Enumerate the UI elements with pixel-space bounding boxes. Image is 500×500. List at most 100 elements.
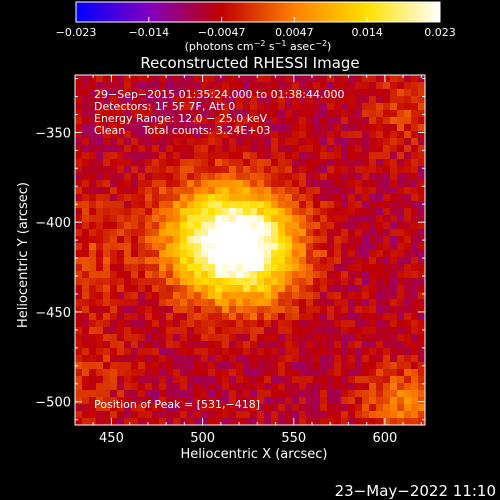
- heatmap-cell: [124, 341, 132, 349]
- heatmap-cell: [390, 215, 398, 223]
- heatmap-cell: [75, 187, 83, 195]
- heatmap-cell: [257, 313, 265, 321]
- heatmap-cell: [173, 348, 181, 356]
- heatmap-cell: [362, 348, 370, 356]
- heatmap-cell: [201, 236, 209, 244]
- heatmap-cell: [334, 278, 342, 286]
- heatmap-cell: [180, 201, 188, 209]
- heatmap-cell: [299, 264, 307, 272]
- heatmap-cell: [348, 327, 356, 335]
- heatmap-cell: [264, 96, 272, 104]
- heatmap-cell: [397, 236, 405, 244]
- heatmap-cell: [124, 271, 132, 279]
- heatmap-cell: [369, 376, 377, 384]
- heatmap-cell: [243, 250, 251, 258]
- heatmap-cell: [243, 96, 251, 104]
- heatmap-cell: [117, 278, 125, 286]
- heatmap-cell: [376, 75, 384, 83]
- heatmap-cell: [341, 138, 349, 146]
- heatmap-cell: [404, 173, 412, 181]
- heatmap-cell: [334, 152, 342, 160]
- heatmap-cell: [75, 376, 83, 384]
- heatmap-cell: [222, 376, 230, 384]
- heatmap-cell: [152, 201, 160, 209]
- heatmap-cell: [404, 131, 412, 139]
- heatmap-cell: [390, 411, 398, 419]
- heatmap-cell: [292, 229, 300, 237]
- heatmap-cell: [194, 320, 202, 328]
- annotation-energy-range: Energy Range: 12.0 − 25.0 keV: [94, 112, 268, 125]
- heatmap-cell: [103, 229, 111, 237]
- heatmap-cell: [362, 166, 370, 174]
- heatmap-cell: [264, 152, 272, 160]
- heatmap-cell: [376, 138, 384, 146]
- heatmap-cell: [341, 194, 349, 202]
- heatmap-cell: [152, 173, 160, 181]
- heatmap-cell: [103, 264, 111, 272]
- heatmap-cell: [250, 299, 258, 307]
- heatmap-cell: [285, 362, 293, 370]
- heatmap-cell: [180, 110, 188, 118]
- heatmap-cell: [138, 159, 146, 167]
- heatmap-cell: [222, 411, 230, 419]
- heatmap-cell: [124, 117, 132, 125]
- heatmap-cell: [82, 166, 90, 174]
- heatmap-cell: [159, 355, 167, 363]
- heatmap-cell: [152, 117, 160, 125]
- heatmap-cell: [187, 236, 195, 244]
- heatmap-cell: [110, 355, 118, 363]
- heatmap-cell: [306, 334, 314, 342]
- heatmap-cell: [82, 383, 90, 391]
- heatmap-cell: [180, 341, 188, 349]
- heatmap-cell: [355, 222, 363, 230]
- heatmap-cell: [166, 362, 174, 370]
- heatmap-cell: [264, 362, 272, 370]
- heatmap-cell: [145, 348, 153, 356]
- heatmap-cell: [82, 222, 90, 230]
- heatmap-cell: [208, 383, 216, 391]
- heatmap-cell: [243, 292, 251, 300]
- heatmap-cell: [117, 250, 125, 258]
- heatmap-cell: [229, 257, 237, 265]
- heatmap-cell: [208, 243, 216, 251]
- heatmap-cell: [306, 138, 314, 146]
- heatmap-cell: [194, 110, 202, 118]
- heatmap-cell: [215, 96, 223, 104]
- heatmap-cell: [208, 208, 216, 216]
- heatmap-cell: [152, 89, 160, 97]
- heatmap-cell: [250, 215, 258, 223]
- heatmap-cell: [341, 89, 349, 97]
- heatmap-cell: [376, 131, 384, 139]
- heatmap-cell: [348, 187, 356, 195]
- heatmap-cell: [250, 250, 258, 258]
- heatmap-cell: [285, 96, 293, 104]
- heatmap-cell: [313, 257, 321, 265]
- heatmap-cell: [257, 110, 265, 118]
- heatmap-cell: [404, 390, 412, 398]
- heatmap-cell: [96, 138, 104, 146]
- heatmap-cell: [376, 390, 384, 398]
- heatmap-cell: [383, 201, 391, 209]
- heatmap-cell: [152, 250, 160, 258]
- heatmap-cell: [257, 369, 265, 377]
- heatmap-cell: [89, 313, 97, 321]
- heatmap-cell: [124, 187, 132, 195]
- heatmap-cell: [152, 418, 160, 426]
- heatmap-cell: [187, 201, 195, 209]
- heatmap-cell: [166, 152, 174, 160]
- heatmap-cell: [306, 390, 314, 398]
- colorbar-ticks: −0.023 −0.014 −0.0047 0.0047 0.014 0.023: [56, 17, 456, 39]
- heatmap-cell: [355, 362, 363, 370]
- heatmap-cell: [215, 313, 223, 321]
- heatmap-cell: [355, 215, 363, 223]
- heatmap-cell: [362, 145, 370, 153]
- heatmap-cell: [75, 96, 83, 104]
- heatmap-cell: [180, 75, 188, 83]
- heatmap-cell: [159, 243, 167, 251]
- heatmap-cell: [173, 215, 181, 223]
- heatmap-cell: [390, 222, 398, 230]
- heatmap-cell: [313, 320, 321, 328]
- heatmap-cell: [173, 313, 181, 321]
- heatmap-cell: [320, 215, 328, 223]
- heatmap-cell: [89, 334, 97, 342]
